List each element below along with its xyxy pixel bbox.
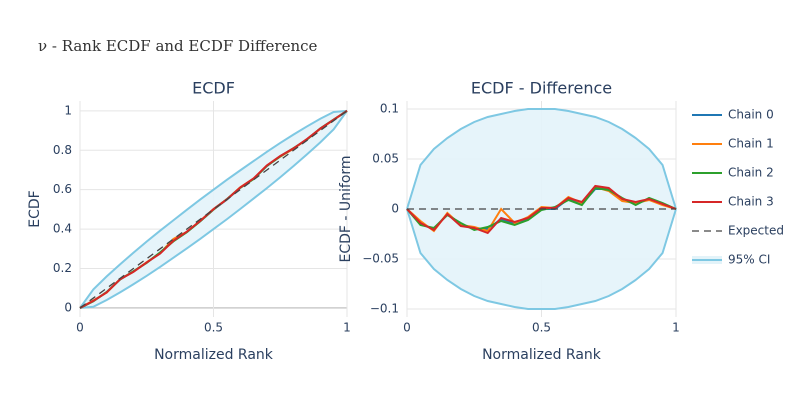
y-tick-label: 0 xyxy=(64,300,72,314)
x-tick-label: 0 xyxy=(403,321,411,335)
legend-label: Chain 1 xyxy=(728,137,774,151)
legend-label: Expected xyxy=(728,224,784,238)
subplot-title: ECDF - Difference xyxy=(471,79,612,98)
x-tick-label: 0 xyxy=(76,321,84,335)
x-axis-label: Normalized Rank xyxy=(482,347,602,363)
y-axis-label: ECDF - Uniform xyxy=(338,155,354,262)
x-axis-label: Normalized Rank xyxy=(154,347,274,363)
y-tick-label: 0 xyxy=(391,202,399,216)
legend-label: Chain 0 xyxy=(728,108,774,122)
x-tick-label: 1 xyxy=(672,321,680,335)
y-tick-label: 0.8 xyxy=(53,143,72,157)
subplot-title: ECDF xyxy=(192,79,235,98)
y-tick-label: 0.6 xyxy=(53,182,72,196)
legend-label: 95% CI xyxy=(728,253,770,267)
y-tick-label: 1 xyxy=(64,103,72,117)
ci-upper xyxy=(406,108,677,210)
x-tick-label: 0.5 xyxy=(204,321,223,335)
legend-label: Chain 2 xyxy=(728,166,774,180)
y-tick-label: 0.4 xyxy=(53,222,72,236)
chain-line xyxy=(406,184,677,235)
ci-upper xyxy=(79,109,348,309)
expected-line xyxy=(79,110,348,309)
x-tick-label: 0.5 xyxy=(532,321,551,335)
y-axis-label: ECDF xyxy=(27,190,43,227)
y-tick-label: 0.1 xyxy=(380,102,399,116)
y-tick-label: −0.05 xyxy=(362,252,399,266)
chain-line xyxy=(79,110,348,309)
ci-lower xyxy=(79,110,348,309)
y-tick-label: 0.2 xyxy=(53,261,72,275)
figure-title: ν - Rank ECDF and ECDF Difference xyxy=(38,37,318,55)
ci-lower xyxy=(406,208,677,310)
y-tick-label: 0.05 xyxy=(372,152,399,166)
x-tick-label: 1 xyxy=(343,321,351,335)
legend-label: Chain 3 xyxy=(728,195,774,209)
y-tick-label: −0.1 xyxy=(370,302,399,316)
